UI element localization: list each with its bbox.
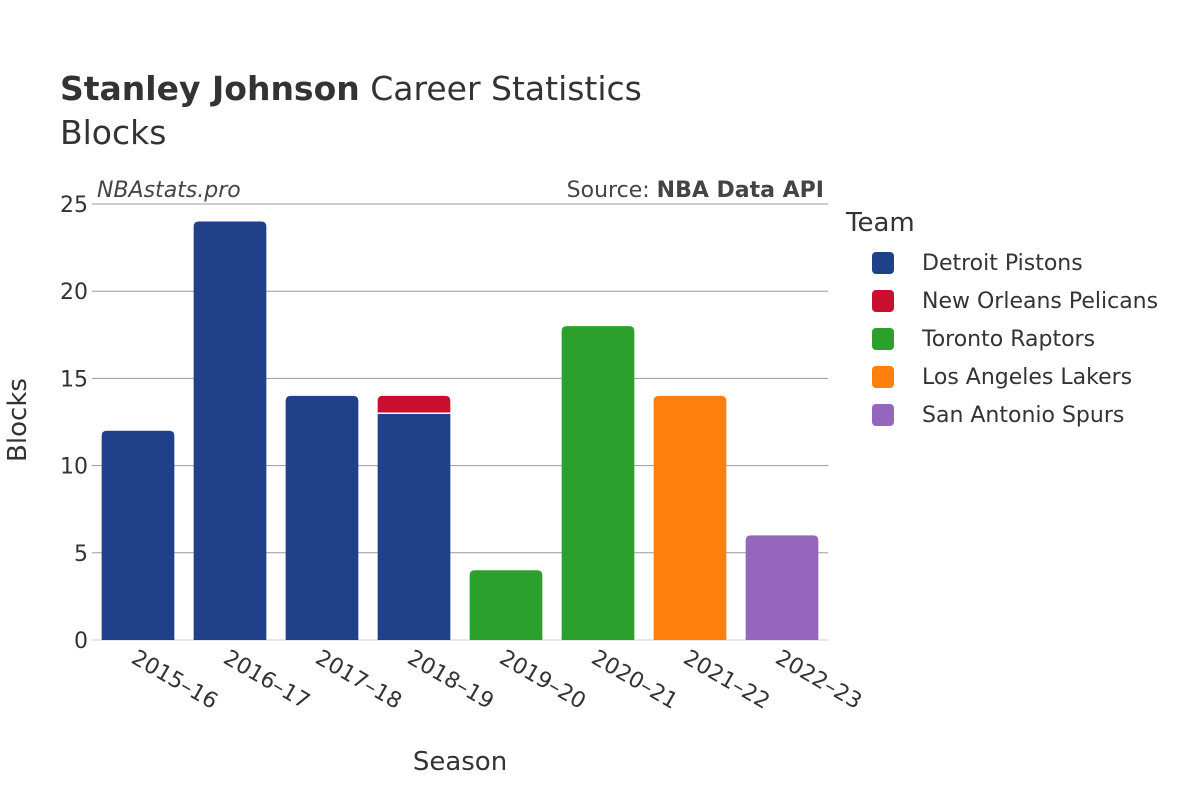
x-axis-title: Season [413,747,507,777]
source-credit: Source: NBA Data API [567,178,824,203]
x-tick-label: 2015–16 [127,646,222,715]
legend-title: Team [846,208,915,238]
legend-item-new-orleans-pelicans[interactable]: New Orleans Pelicans [846,282,1158,320]
source-prefix: Source: [566,178,650,203]
legend-label: Detroit Pistons [922,250,1083,276]
legend-label: Toronto Raptors [922,326,1096,352]
watermark: NBAstats.pro [97,178,241,203]
x-tick-label: 2018–19 [403,646,498,715]
x-tick-label: 2022–23 [771,646,866,715]
legend-label: San Antonio Spurs [922,402,1125,428]
legend-swatch [872,404,894,426]
x-tick-label: 2019–20 [495,646,590,715]
legend: Team Detroit Pistons New Orleans Pelican… [846,208,1158,434]
chart-title: Stanley Johnson Career Statistics [60,68,642,110]
legend-item-los-angeles-lakers[interactable]: Los Angeles Lakers [846,358,1158,396]
y-axis-title: Blocks [3,378,33,462]
y-tick-label: 10 [60,455,88,480]
bar-toronto-raptors [561,326,635,640]
x-tick-label: 2020–21 [587,646,682,715]
y-tick-label: 25 [60,193,88,218]
chart-subtitle: Blocks [60,113,167,152]
x-tick-label: 2017–18 [311,646,406,715]
legend-swatch [872,290,894,312]
player-name: Stanley Johnson [60,69,360,108]
legend-swatch [872,328,894,350]
legend-swatch [872,252,894,274]
bar-detroit-pistons [193,221,267,640]
legend-item-toronto-raptors[interactable]: Toronto Raptors [846,320,1158,358]
y-tick-label: 5 [74,542,88,567]
bar-san-antonio-spurs [745,535,819,640]
legend-item-detroit-pistons[interactable]: Detroit Pistons [846,244,1158,282]
y-tick-label: 15 [60,367,88,392]
legend-label: Los Angeles Lakers [922,364,1133,390]
bar-detroit-pistons [377,413,451,640]
legend-item-san-antonio-spurs[interactable]: San Antonio Spurs [846,396,1158,434]
x-tick-label: 2021–22 [679,646,774,715]
title-suffix: Career Statistics [370,69,642,108]
bar-los-angeles-lakers [653,395,727,640]
y-tick-label: 0 [74,629,88,654]
x-tick-label: 2016–17 [219,646,314,715]
y-tick-label: 20 [60,280,88,305]
legend-label: New Orleans Pelicans [922,288,1159,314]
legend-swatch [872,366,894,388]
bar-toronto-raptors [469,570,543,640]
bar-detroit-pistons [101,430,175,640]
bar-new-orleans-pelicans [377,395,451,414]
source-name: NBA Data API [656,178,824,203]
bar-detroit-pistons [285,395,359,640]
